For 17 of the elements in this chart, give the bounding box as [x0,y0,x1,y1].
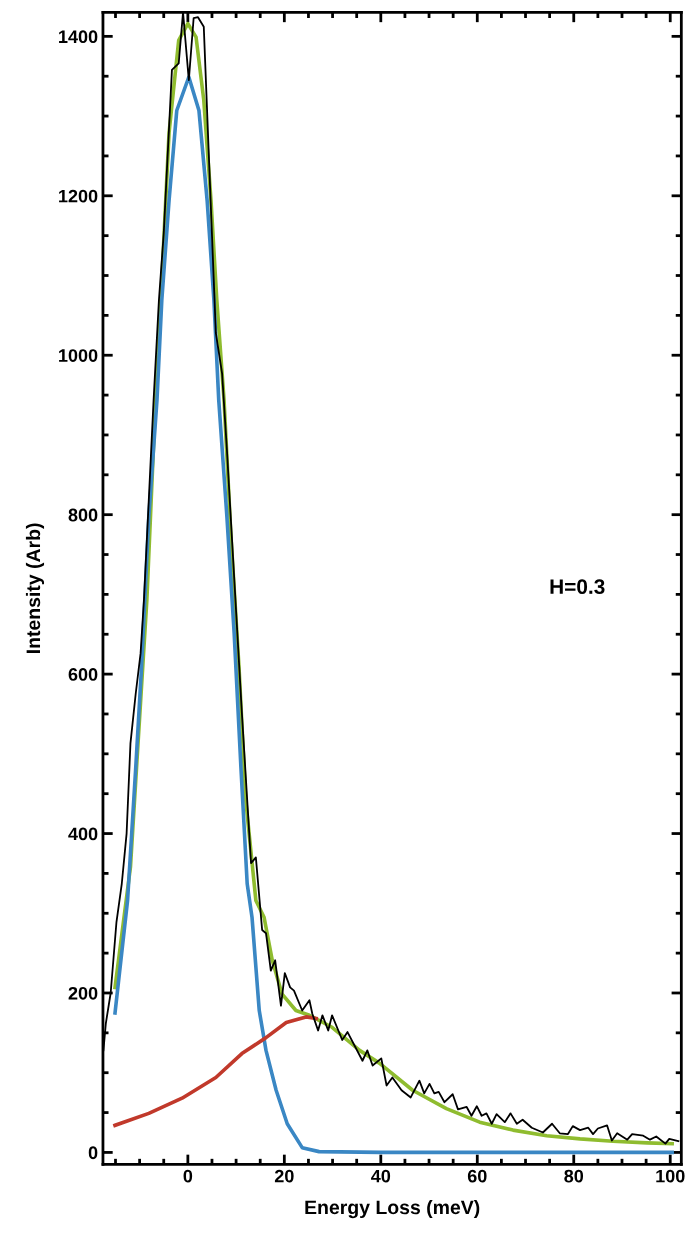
x-tick-label: 40 [371,1169,391,1183]
y-tick-label: 0 [88,1146,98,1160]
x-axis-title: Energy Loss (meV) [305,1199,480,1219]
x-tick-label: 0 [183,1169,193,1183]
y-tick-label: 800 [68,508,98,522]
y-tick-label: 1000 [59,349,98,362]
y-tick-label: 1200 [59,189,98,203]
y-tick-label: 600 [68,668,98,681]
x-tick-label: 80 [564,1169,584,1183]
x-tick-label: 20 [274,1169,294,1183]
y-tick-label: 1400 [59,30,98,44]
x-tick-label: 60 [467,1169,487,1183]
annotation: H=0.3 [550,579,605,595]
y-axis-title: Intensity (Arb) [25,523,45,653]
x-tick-label: 100 [656,1169,685,1183]
y-tick-label: 400 [68,827,98,841]
y-tick-label: 200 [68,986,98,1000]
